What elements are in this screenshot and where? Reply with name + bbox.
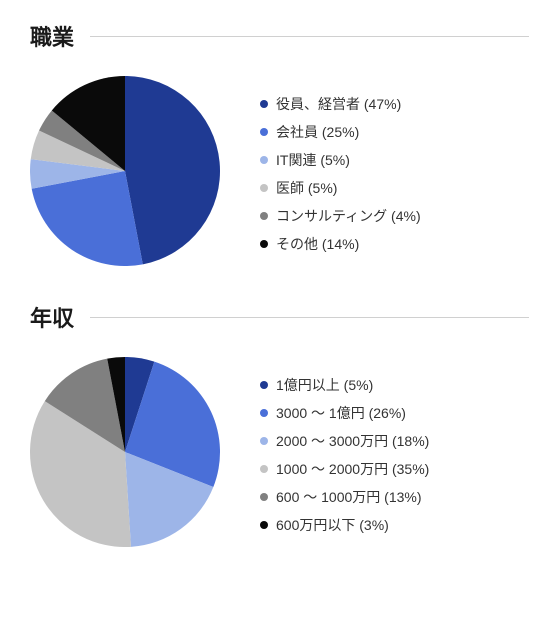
section-header: 職業 bbox=[30, 20, 529, 52]
legend-bullet-icon bbox=[260, 128, 268, 136]
chart-section: 年収 1億円以上 (5%) 3000 〜 1億円 (26%) 2000 〜 3000万… bbox=[30, 301, 529, 552]
legend-item: 2000 〜 3000万円 (18%) bbox=[260, 434, 429, 448]
legend-bullet-icon bbox=[260, 437, 268, 445]
legend-label: 600 〜 1000万円 (13%) bbox=[276, 490, 422, 504]
legend-label: IT関連 (5%) bbox=[276, 153, 350, 167]
section-divider bbox=[90, 317, 529, 318]
section-header: 年収 bbox=[30, 301, 529, 333]
pie-slice bbox=[125, 76, 220, 264]
legend-item: 600万円以下 (3%) bbox=[260, 518, 429, 532]
section-title: 職業 bbox=[30, 20, 74, 52]
legend-bullet-icon bbox=[260, 240, 268, 248]
legend-label: 会社員 (25%) bbox=[276, 125, 359, 139]
legend-bullet-icon bbox=[260, 212, 268, 220]
legend: 1億円以上 (5%) 3000 〜 1億円 (26%) 2000 〜 3000万円 … bbox=[260, 378, 429, 532]
legend-label: コンサルティング (4%) bbox=[276, 209, 421, 223]
legend-bullet-icon bbox=[260, 521, 268, 529]
legend-item: 医師 (5%) bbox=[260, 181, 421, 195]
legend-item: 役員、経営者 (47%) bbox=[260, 97, 421, 111]
legend-label: 2000 〜 3000万円 (18%) bbox=[276, 434, 429, 448]
legend-item: 会社員 (25%) bbox=[260, 125, 421, 139]
legend-item: その他 (14%) bbox=[260, 237, 421, 251]
legend-bullet-icon bbox=[260, 100, 268, 108]
legend: 役員、経営者 (47%) 会社員 (25%) IT関連 (5%) 医師 (5%) コンサ… bbox=[260, 97, 421, 251]
section-title: 年収 bbox=[30, 301, 74, 333]
legend-item: IT関連 (5%) bbox=[260, 153, 421, 167]
legend-bullet-icon bbox=[260, 409, 268, 417]
legend-label: 1億円以上 (5%) bbox=[276, 378, 373, 392]
legend-label: 600万円以下 (3%) bbox=[276, 518, 389, 532]
legend-item: 1000 〜 2000万円 (35%) bbox=[260, 462, 429, 476]
legend-label: その他 (14%) bbox=[276, 237, 359, 251]
legend-bullet-icon bbox=[260, 184, 268, 192]
legend-label: 役員、経営者 (47%) bbox=[276, 97, 401, 111]
pie-wrapper bbox=[30, 76, 220, 271]
charts-container: 職業役員、経営者 (47%) 会社員 (25%) IT関連 (5%) 医師 (5%) コ… bbox=[30, 20, 529, 552]
chart-section: 職業役員、経営者 (47%) 会社員 (25%) IT関連 (5%) 医師 (5%) コ… bbox=[30, 20, 529, 271]
chart-body: 役員、経営者 (47%) 会社員 (25%) IT関連 (5%) 医師 (5%) コンサ… bbox=[30, 76, 529, 271]
pie-chart bbox=[30, 357, 220, 547]
legend-bullet-icon bbox=[260, 156, 268, 164]
legend-label: 3000 〜 1億円 (26%) bbox=[276, 406, 406, 420]
legend-item: 3000 〜 1億円 (26%) bbox=[260, 406, 429, 420]
section-divider bbox=[90, 36, 529, 37]
pie-wrapper bbox=[30, 357, 220, 552]
legend-item: 600 〜 1000万円 (13%) bbox=[260, 490, 429, 504]
chart-body: 1億円以上 (5%) 3000 〜 1億円 (26%) 2000 〜 3000万円 … bbox=[30, 357, 529, 552]
legend-label: 医師 (5%) bbox=[276, 181, 337, 195]
legend-label: 1000 〜 2000万円 (35%) bbox=[276, 462, 429, 476]
legend-item: 1億円以上 (5%) bbox=[260, 378, 429, 392]
legend-item: コンサルティング (4%) bbox=[260, 209, 421, 223]
pie-chart bbox=[30, 76, 220, 266]
legend-bullet-icon bbox=[260, 493, 268, 501]
legend-bullet-icon bbox=[260, 381, 268, 389]
legend-bullet-icon bbox=[260, 465, 268, 473]
